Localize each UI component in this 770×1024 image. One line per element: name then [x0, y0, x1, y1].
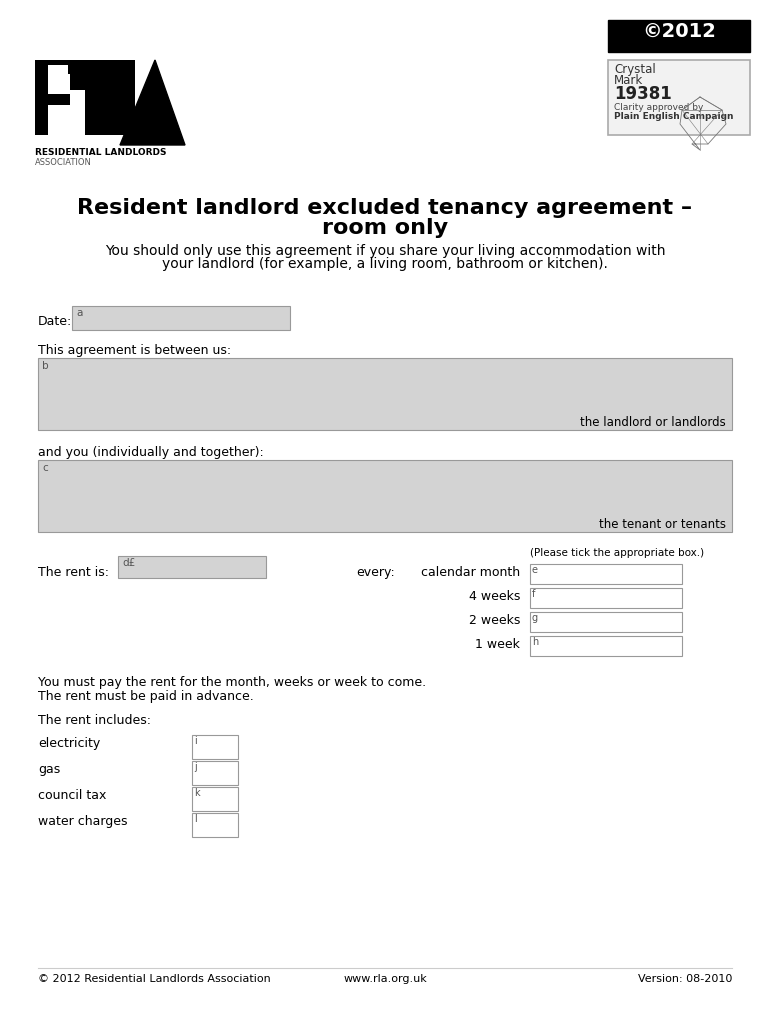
Text: council tax: council tax: [38, 790, 106, 802]
Bar: [35, 60, 135, 135]
Text: every:: every:: [356, 566, 395, 579]
Text: a: a: [76, 308, 82, 318]
Bar: [192, 813, 238, 837]
Bar: [530, 612, 682, 632]
Text: b: b: [42, 361, 49, 371]
Text: calendar month: calendar month: [421, 566, 520, 579]
Text: www.rla.org.uk: www.rla.org.uk: [343, 974, 427, 984]
Bar: [48, 74, 70, 94]
Text: l: l: [194, 814, 197, 824]
Polygon shape: [120, 60, 185, 145]
Bar: [192, 787, 238, 811]
Text: water charges: water charges: [38, 815, 128, 828]
Text: k: k: [194, 788, 199, 798]
Text: You must pay the rent for the month, weeks or week to come.: You must pay the rent for the month, wee…: [38, 676, 426, 689]
Text: i: i: [194, 736, 197, 746]
Bar: [38, 460, 732, 532]
Text: and you (individually and together):: and you (individually and together):: [38, 446, 264, 459]
Bar: [608, 20, 750, 52]
Text: j: j: [194, 762, 197, 772]
Bar: [48, 65, 68, 91]
Text: 19381: 19381: [614, 85, 671, 103]
Bar: [38, 358, 732, 430]
Bar: [192, 735, 238, 759]
Text: © 2012 Residential Landlords Association: © 2012 Residential Landlords Association: [38, 974, 271, 984]
Bar: [118, 556, 266, 578]
Text: The rent must be paid in advance.: The rent must be paid in advance.: [38, 690, 254, 703]
Text: Date:: Date:: [38, 315, 72, 328]
Text: c: c: [42, 463, 48, 473]
Text: Plain English Campaign: Plain English Campaign: [614, 112, 734, 121]
Text: 1 week: 1 week: [475, 638, 520, 651]
Bar: [192, 761, 238, 785]
Text: Resident landlord excluded tenancy agreement –: Resident landlord excluded tenancy agree…: [78, 198, 692, 218]
Text: Clarity approved by: Clarity approved by: [614, 103, 703, 112]
Text: Mark: Mark: [614, 74, 643, 87]
Bar: [70, 90, 85, 135]
Text: d£: d£: [122, 558, 136, 568]
Text: g: g: [532, 613, 538, 623]
Text: the landlord or landlords: the landlord or landlords: [581, 416, 726, 429]
Bar: [530, 564, 682, 584]
Bar: [530, 588, 682, 608]
Text: f: f: [532, 589, 535, 599]
Text: RESIDENTIAL LANDLORDS: RESIDENTIAL LANDLORDS: [35, 148, 166, 157]
Text: your landlord (for example, a living room, bathroom or kitchen).: your landlord (for example, a living roo…: [162, 257, 608, 271]
Text: You should only use this agreement if you share your living accommodation with: You should only use this agreement if yo…: [105, 244, 665, 258]
Text: e: e: [532, 565, 538, 575]
Bar: [48, 105, 70, 135]
Text: room only: room only: [322, 218, 448, 238]
Text: This agreement is between us:: This agreement is between us:: [38, 344, 231, 357]
Text: gas: gas: [38, 763, 60, 776]
Text: ASSOCIATION: ASSOCIATION: [35, 158, 92, 167]
Text: h: h: [532, 637, 538, 647]
Text: electricity: electricity: [38, 737, 100, 750]
Text: 2 weeks: 2 weeks: [469, 614, 520, 627]
Bar: [608, 60, 750, 135]
Text: The rent includes:: The rent includes:: [38, 714, 151, 727]
Text: (Please tick the appropriate box.): (Please tick the appropriate box.): [530, 548, 704, 558]
Text: ©2012: ©2012: [642, 22, 716, 41]
Text: 4 weeks: 4 weeks: [469, 590, 520, 603]
Text: The rent is:: The rent is:: [38, 566, 109, 579]
Text: Version: 08-2010: Version: 08-2010: [638, 974, 732, 984]
Text: the tenant or tenants: the tenant or tenants: [599, 518, 726, 531]
Bar: [72, 306, 290, 330]
Bar: [35, 60, 90, 135]
Text: Crystal: Crystal: [614, 63, 656, 76]
Bar: [530, 636, 682, 656]
